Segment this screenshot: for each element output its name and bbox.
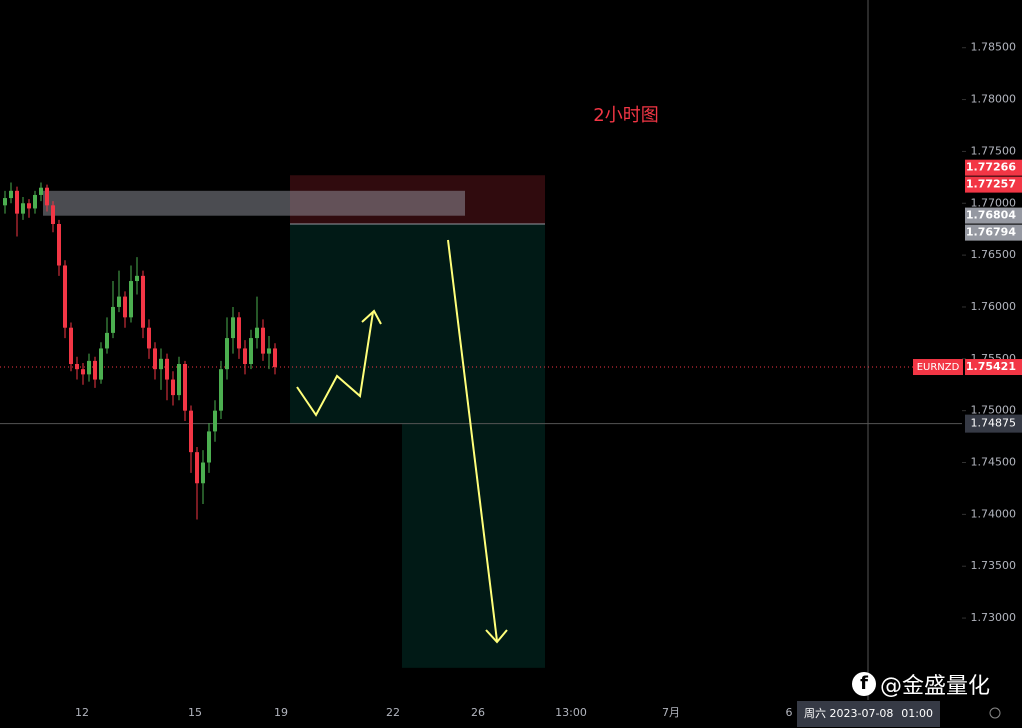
candle-body: [141, 275, 145, 328]
candle-body: [33, 194, 37, 209]
candle-body: [159, 358, 163, 370]
price-tag: [965, 207, 1022, 224]
candle-body: [231, 317, 235, 339]
rectangle-zone: [43, 190, 465, 216]
candle-body: [57, 224, 61, 266]
time-tag-clock: 01:00: [901, 707, 933, 720]
candle-body: [45, 187, 49, 206]
y-tick-label: 1.74000: [971, 507, 1017, 520]
icon: f: [852, 672, 876, 696]
candle-body: [39, 187, 43, 195]
candle-body: [243, 348, 247, 364]
candle-body: [87, 360, 91, 375]
candle-body: [273, 348, 277, 368]
time-tag: [797, 701, 940, 727]
price-tag: [965, 224, 1022, 241]
candle-body: [165, 358, 169, 380]
y-tick-label: 1.73500: [971, 559, 1017, 572]
annotation: 2小时图: [593, 105, 658, 126]
price-tag-label: 1.77257: [966, 178, 1016, 191]
candle-body: [249, 338, 253, 364]
candle-body: [153, 348, 157, 370]
target-zone: [290, 224, 402, 424]
y-tick-label: 1.78000: [971, 93, 1017, 106]
y-tick-label: 1.76000: [971, 300, 1017, 313]
candle-body: [255, 327, 259, 339]
crosshair-tag: [965, 414, 1022, 433]
candle-body: [207, 431, 211, 463]
x-tick-label: 19: [274, 706, 288, 719]
arrow-head: [361, 309, 382, 325]
candle-body: [99, 348, 103, 380]
settings-icon: [989, 707, 1001, 719]
candle-body: [123, 296, 127, 318]
y-tick-label: 1.74500: [971, 456, 1017, 469]
drawn-arrow: [296, 311, 374, 417]
candle-body: [267, 348, 271, 354]
y-tick-label: 1.73000: [971, 611, 1017, 624]
x-tick-label: 22: [386, 706, 400, 719]
candle-body: [21, 203, 25, 214]
candle-body: [237, 317, 241, 349]
y-tick-label: 1.75000: [971, 404, 1017, 417]
crosshair-tag-label: 1.74875: [971, 417, 1017, 430]
candle-body: [195, 452, 199, 484]
candle-body: [147, 327, 151, 349]
candle-body: [75, 364, 79, 370]
candle-body: [27, 203, 31, 209]
candle-body: [51, 205, 55, 224]
x-tick-label: 13:00: [555, 706, 587, 719]
candle-body: [105, 332, 109, 349]
candle-body: [261, 327, 265, 354]
candle-body: [93, 360, 97, 380]
price-tag: [965, 359, 1022, 376]
x-tick-label: 6: [786, 706, 793, 719]
time-tag-day: 周六 2023-07-08: [804, 707, 893, 720]
candle-body: [15, 190, 19, 214]
arrow-head: [485, 629, 508, 644]
price-tag-label: 1.76804: [966, 209, 1016, 222]
price-tag-label: 1.76794: [966, 226, 1016, 239]
candle-body: [9, 190, 13, 199]
candle-body: [135, 275, 139, 282]
drawn-arrow: [447, 239, 498, 642]
y-tick-label: 1.76500: [971, 248, 1017, 261]
x-tick-label: 7月: [662, 706, 680, 719]
watermark-text: @金盛量化: [880, 674, 991, 699]
candle-body: [189, 410, 193, 453]
x-tick-label: 12: [75, 706, 89, 719]
y-tick-label: 1.77000: [971, 196, 1017, 209]
candle-body: [219, 369, 223, 411]
price-tag: [965, 159, 1022, 176]
candle-body: [177, 364, 181, 396]
candle-body: [111, 306, 115, 333]
candle-body: [69, 327, 73, 364]
price-tag-label: 1.75421: [966, 360, 1016, 373]
candle-body: [201, 462, 205, 484]
candle-body: [117, 296, 121, 307]
candle-body: [129, 281, 133, 318]
price-tag: [965, 176, 1022, 193]
candle-body: [225, 338, 229, 370]
candle-body: [81, 369, 85, 375]
symbol-tag-label: EURNZD: [917, 362, 960, 373]
y-tick-label: 1.77500: [971, 144, 1017, 157]
x-tick-label: 15: [188, 706, 202, 719]
candle-body: [3, 198, 7, 206]
y-tick-label: 1.78500: [971, 41, 1017, 54]
x-tick-label: 26: [471, 706, 485, 719]
candle-body: [213, 410, 217, 432]
candle-body: [171, 379, 175, 396]
symbol-tag: [913, 359, 963, 376]
candle-body: [63, 265, 67, 328]
watermark: f @金盛量化: [852, 668, 990, 700]
candle-body: [183, 364, 187, 411]
price-tag-label: 1.77266: [966, 161, 1016, 174]
